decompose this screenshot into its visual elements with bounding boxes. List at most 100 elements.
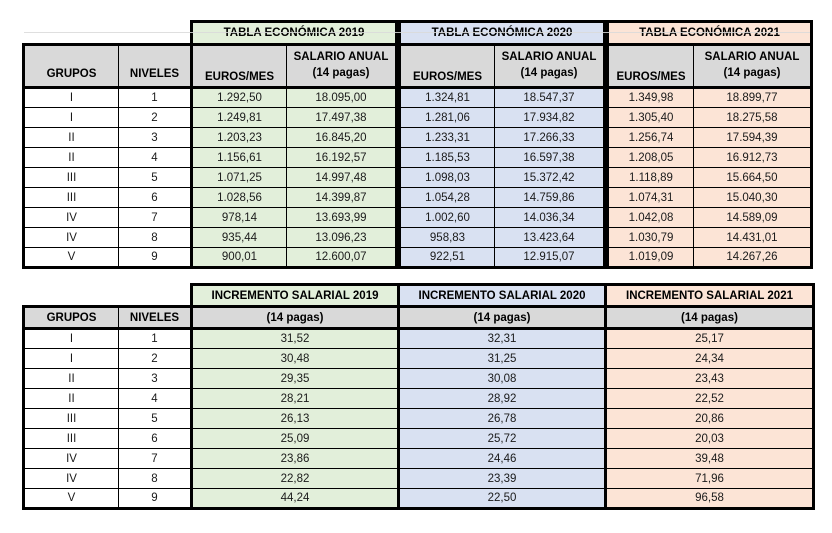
salario-anual-2019-cell: 18.095,00 xyxy=(286,87,398,108)
incremento-2021-cell: 20,03 xyxy=(604,428,815,449)
year-header-2019: TABLA ECONÓMICA 2019 xyxy=(190,20,398,46)
grupo-cell: I xyxy=(22,348,119,369)
salario-anual-2020-cell: 13.423,64 xyxy=(494,227,606,248)
salario-anual-2020-cell: 17.266,33 xyxy=(494,127,606,148)
block-gap xyxy=(604,127,608,148)
incremento-2021-cell: 39,48 xyxy=(604,448,815,469)
euros-mes-2021-cell: 1.349,98 xyxy=(606,87,694,108)
euros-mes-2020-header: EUROS/MES xyxy=(398,44,495,89)
nivel-cell: 5 xyxy=(118,167,192,188)
euros-mes-2019-cell: 1.028,56 xyxy=(190,187,287,208)
euros-mes-2019-cell: 935,44 xyxy=(190,227,287,248)
tabla-economica-row: V 9 900,01 12.600,07 922,51 12.915,07 1.019,09… xyxy=(22,247,813,269)
salario-anual-2020-cell: 17.934,82 xyxy=(494,107,606,128)
block-gap xyxy=(604,167,608,188)
column-header-row: GRUPOS NIVELES EUROS/MES SALARIO ANUAL (… xyxy=(22,43,813,89)
pagas-2020-header: (14 pagas) xyxy=(397,306,606,330)
salario-anual-2020-cell: 18.547,37 xyxy=(494,87,606,108)
top-divider xyxy=(24,32,810,33)
euros-mes-2021-cell: 1.074,31 xyxy=(606,187,694,208)
year-header-2021: TABLA ECONÓMICA 2021 xyxy=(606,20,813,46)
pagas-2019-header: (14 pagas) xyxy=(190,306,399,330)
column-header-row: GRUPOS NIVELES (14 pagas) (14 pagas) (14… xyxy=(22,305,815,330)
salario-anual-2021-cell: 18.275,58 xyxy=(693,107,813,128)
block-gap xyxy=(396,44,400,88)
incremento-2021-cell: 20,86 xyxy=(604,408,815,429)
block-gap xyxy=(604,21,608,45)
nivel-cell: 4 xyxy=(118,147,192,168)
incremento-salarial-row: I 1 31,52 32,31 25,17 xyxy=(22,328,815,349)
salario-anual-2019-cell: 12.600,07 xyxy=(286,247,398,269)
tabla-economica-row: II 4 1.156,61 16.192,57 1.185,53 16.597,38 1.2… xyxy=(22,147,813,168)
incremento-2019-cell: 22,82 xyxy=(190,468,399,489)
grupo-cell: IV xyxy=(22,468,119,489)
nivel-cell: 6 xyxy=(118,428,192,449)
salario-anual-2019-cell: 14.997,48 xyxy=(286,167,398,188)
block-gap xyxy=(396,167,400,188)
grupo-cell: III xyxy=(22,187,119,208)
salario-anual-2021-cell: 14.431,01 xyxy=(693,227,813,248)
incremento-salarial-row: II 3 29,35 30,08 23,43 xyxy=(22,368,815,389)
block-gap xyxy=(396,147,400,168)
incremento-2019-cell: 26,13 xyxy=(190,408,399,429)
year-header-2020: INCREMENTO SALARIAL 2020 xyxy=(397,283,607,308)
grupo-cell: I xyxy=(22,87,119,108)
euros-mes-2019-cell: 1.203,23 xyxy=(190,127,287,148)
tabla-economica-row: II 3 1.203,23 16.845,20 1.233,31 17.266,33 1.2… xyxy=(22,127,813,148)
incremento-2020-cell: 22,50 xyxy=(397,488,606,510)
grupo-cell: II xyxy=(22,147,119,168)
incremento-2021-cell: 24,34 xyxy=(604,348,815,369)
incremento-2019-cell: 29,35 xyxy=(190,368,399,389)
incremento-2021-cell: 23,43 xyxy=(604,368,815,389)
grupos-header: GRUPOS xyxy=(22,43,119,89)
grupo-cell: II xyxy=(22,368,119,389)
incremento-2020-cell: 32,31 xyxy=(397,328,606,349)
euros-mes-2020-cell: 922,51 xyxy=(398,247,495,269)
grupo-cell: III xyxy=(22,167,119,188)
grupos-header: GRUPOS xyxy=(22,305,119,330)
nivel-cell: 9 xyxy=(118,247,192,269)
pagas-label: (14 pagas) xyxy=(312,67,370,79)
tabla-economica-row: I 1 1.292,50 18.095,00 1.324,81 18.547,37 1.34… xyxy=(22,87,813,108)
euros-mes-2020-cell: 958,83 xyxy=(398,227,495,248)
nivel-cell: 3 xyxy=(118,368,192,389)
nivel-cell: 3 xyxy=(118,127,192,148)
incremento-salarial-table: INCREMENTO SALARIAL 2019 INCREMENTO SALA… xyxy=(22,283,815,510)
incremento-salarial-row: IV 7 23,86 24,46 39,48 xyxy=(22,448,815,469)
salario-anual-2019-header: SALARIO ANUAL (14 pagas) xyxy=(286,44,398,89)
pagas-2021-header: (14 pagas) xyxy=(604,306,815,330)
block-gap xyxy=(396,21,400,45)
block-gap xyxy=(604,207,608,228)
block-gap xyxy=(396,107,400,128)
euros-mes-2019-cell: 1.156,61 xyxy=(190,147,287,168)
grupo-cell: III xyxy=(22,408,119,429)
euros-mes-2021-cell: 1.042,08 xyxy=(606,207,694,228)
euros-mes-2021-header: EUROS/MES xyxy=(606,44,694,89)
grupo-cell: IV xyxy=(22,448,119,469)
euros-mes-2019-header: EUROS/MES xyxy=(190,44,287,89)
incremento-salarial-row: II 4 28,21 28,92 22,52 xyxy=(22,388,815,409)
euros-mes-2019-cell: 978,14 xyxy=(190,207,287,228)
incremento-2020-cell: 25,72 xyxy=(397,428,606,449)
year-header-2019: INCREMENTO SALARIAL 2019 xyxy=(190,283,400,308)
grupo-cell: V xyxy=(22,247,119,269)
tabla-economica-row: IV 8 935,44 13.096,23 958,83 13.423,64 1.030,7… xyxy=(22,227,813,248)
tabla-economica-row: I 2 1.249,81 17.497,38 1.281,06 17.934,82 1.30… xyxy=(22,107,813,128)
niveles-header: NIVELES xyxy=(118,43,192,89)
block-gap xyxy=(604,107,608,128)
salario-anual-2021-cell: 15.040,30 xyxy=(693,187,813,208)
nivel-cell: 4 xyxy=(118,388,192,409)
euros-mes-2019-cell: 1.249,81 xyxy=(190,107,287,128)
euros-mes-2020-cell: 1.002,60 xyxy=(398,207,495,228)
year-header-row: INCREMENTO SALARIAL 2019 INCREMENTO SALA… xyxy=(23,283,815,308)
salario-anual-2019-cell: 13.096,23 xyxy=(286,227,398,248)
salario-anual-2020-cell: 15.372,42 xyxy=(494,167,606,188)
nivel-cell: 8 xyxy=(118,227,192,248)
nivel-cell: 8 xyxy=(118,468,192,489)
incremento-2020-cell: 31,25 xyxy=(397,348,606,369)
euros-mes-2020-cell: 1.233,31 xyxy=(398,127,495,148)
pagas-label: (14 pagas) xyxy=(520,67,578,79)
tabla-economica-table: TABLA ECONÓMICA 2019 TABLA ECONÓMICA 202… xyxy=(22,20,813,269)
incremento-2019-cell: 25,09 xyxy=(190,428,399,449)
block-gap xyxy=(396,227,400,248)
